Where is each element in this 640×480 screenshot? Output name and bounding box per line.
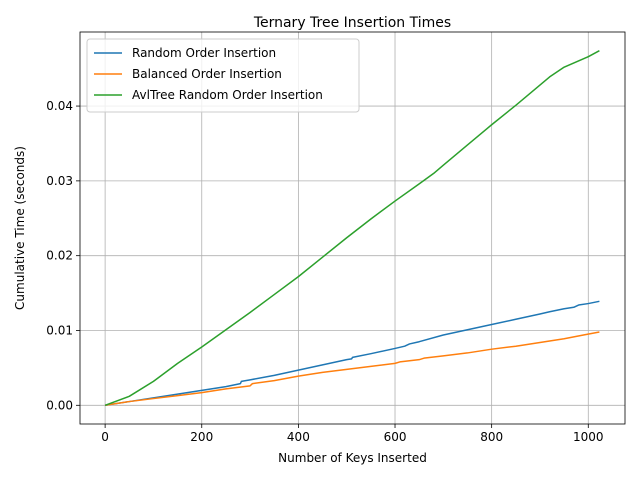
y-tick-label: 0.04 xyxy=(46,99,73,113)
legend-label: Random Order Insertion xyxy=(132,46,276,60)
y-tick-label: 0.02 xyxy=(46,249,73,263)
x-tick-label: 400 xyxy=(287,430,310,444)
series-line-2 xyxy=(105,331,600,407)
series-line-3 xyxy=(104,50,600,407)
series-lines xyxy=(104,50,600,407)
chart-title: Ternary Tree Insertion Times xyxy=(253,15,451,31)
y-axis-ticks: 0.00 0.01 0.02 0.03 0.04 xyxy=(46,99,80,412)
legend-label: AvlTree Random Order Insertion xyxy=(132,88,323,102)
y-tick-label: 0.01 xyxy=(46,323,73,337)
legend-box xyxy=(86,38,360,113)
x-tick-label: 600 xyxy=(384,430,407,444)
y-axis-label: Cumulative Time (seconds) xyxy=(13,146,27,310)
x-axis-ticks: 0 200 400 600 800 1000 xyxy=(101,424,604,444)
series-line-1 xyxy=(105,300,600,407)
y-tick-label: 0.00 xyxy=(46,398,73,412)
x-tick-label: 1000 xyxy=(573,430,604,444)
x-tick-label: 800 xyxy=(480,430,503,444)
y-tick-label: 0.03 xyxy=(46,174,73,188)
x-tick-label: 0 xyxy=(101,430,109,444)
x-axis-label: Number of Keys Inserted xyxy=(278,451,427,465)
plot-frame xyxy=(79,31,626,425)
legend: Random Order Insertion Balanced Order Ins… xyxy=(86,38,360,113)
x-tick-label: 200 xyxy=(190,430,213,444)
legend-label: Balanced Order Insertion xyxy=(132,67,282,81)
